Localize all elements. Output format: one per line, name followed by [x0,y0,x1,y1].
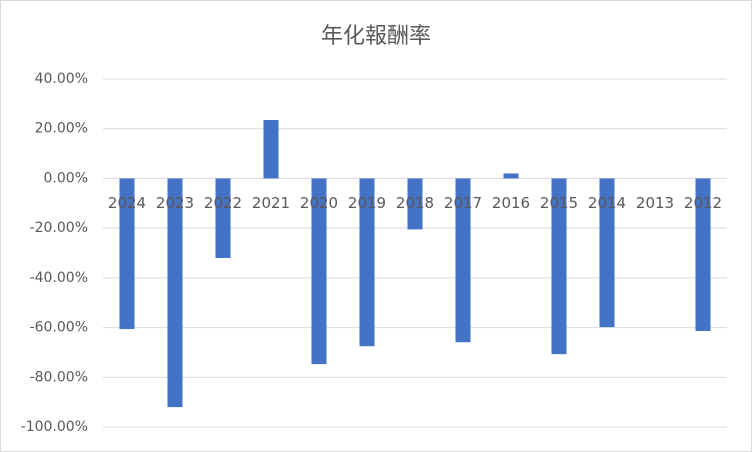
bar [215,178,231,258]
x-tick-label: 2024 [108,194,146,212]
x-tick-label: 2020 [300,194,338,212]
bar [695,178,711,332]
x-tick-label: 2013 [636,194,674,212]
x-tick-label: 2018 [396,194,434,212]
y-tick-label: -60.00% [30,320,88,336]
x-tick-label: 2021 [252,194,290,212]
bar [455,178,471,343]
x-tick-label: 2015 [540,194,578,212]
bar [359,178,375,347]
y-tick-label: -20.00% [30,220,88,236]
chart-title: 年化報酬率 [321,24,431,49]
y-tick-label: -100.00% [21,419,88,435]
bar [407,178,423,230]
x-tick-label: 2012 [684,194,722,212]
bar [551,178,567,355]
x-tick-label: 2022 [204,194,242,212]
bar [311,178,327,365]
x-tick-label: 2019 [348,194,386,212]
bar [119,178,135,330]
x-tick-label: 2014 [588,194,626,212]
y-tick-label: 40.00% [35,71,88,87]
x-tick-label: 2023 [156,194,194,212]
bar [263,120,279,179]
y-tick-label: -80.00% [30,369,88,385]
bar [599,178,615,328]
y-tick-label: 0.00% [44,170,88,186]
bar [503,173,519,179]
bar [167,178,183,408]
x-tick-label: 2016 [492,194,530,212]
x-tick-label: 2017 [444,194,482,212]
y-tick-label: 20.00% [35,121,88,137]
y-tick-label: -40.00% [30,270,88,286]
